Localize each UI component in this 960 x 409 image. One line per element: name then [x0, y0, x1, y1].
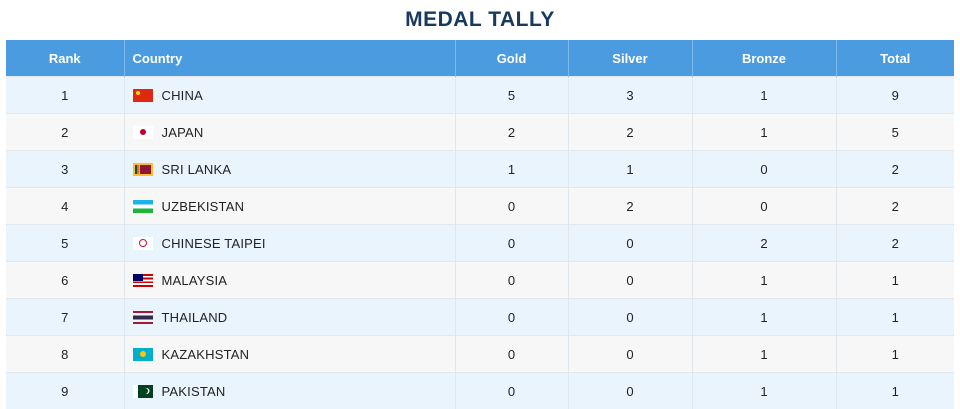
silver-cell: 1 [568, 151, 692, 188]
gold-cell: 5 [455, 77, 568, 114]
rank-cell: 5 [6, 225, 124, 262]
silver-cell: 2 [568, 188, 692, 225]
silver-cell: 2 [568, 114, 692, 151]
silver-cell: 0 [568, 336, 692, 373]
japan-flag-icon [133, 126, 153, 139]
rank-cell: 4 [6, 188, 124, 225]
thailand-flag-icon [133, 311, 153, 324]
country-cell: THAILAND [124, 299, 455, 336]
total-cell: 9 [836, 77, 954, 114]
country-cell: JAPAN [124, 114, 455, 151]
pakistan-flag-icon [133, 385, 153, 398]
bronze-cell: 0 [692, 188, 836, 225]
country-wrap: CHINA [133, 88, 455, 103]
country-cell: KAZAKHSTAN [124, 336, 455, 373]
country-name: MALAYSIA [162, 273, 228, 288]
rank-cell: 8 [6, 336, 124, 373]
total-cell: 1 [836, 373, 954, 409]
bronze-cell: 1 [692, 262, 836, 299]
gold-cell: 0 [455, 225, 568, 262]
total-cell: 5 [836, 114, 954, 151]
chinese-taipei-flag-icon [133, 237, 153, 250]
silver-cell: 0 [568, 373, 692, 409]
gold-cell: 0 [455, 262, 568, 299]
silver-cell: 3 [568, 77, 692, 114]
rank-cell: 6 [6, 262, 124, 299]
silver-cell: 0 [568, 299, 692, 336]
total-header[interactable]: Total [836, 40, 954, 77]
country-wrap: KAZAKHSTAN [133, 347, 455, 362]
country-wrap: MALAYSIA [133, 273, 455, 288]
uzbekistan-flag-icon [133, 200, 153, 213]
silver-header[interactable]: Silver [568, 40, 692, 77]
rank-cell: 9 [6, 373, 124, 409]
total-cell: 2 [836, 188, 954, 225]
country-wrap: CHINESE TAIPEI [133, 236, 455, 251]
gold-cell: 0 [455, 373, 568, 409]
country-cell: CHINA [124, 77, 455, 114]
country-wrap: UZBEKISTAN [133, 199, 455, 214]
country-name: CHINESE TAIPEI [162, 236, 266, 251]
country-cell: UZBEKISTAN [124, 188, 455, 225]
country-name: THAILAND [162, 310, 228, 325]
gold-cell: 1 [455, 151, 568, 188]
total-cell: 2 [836, 151, 954, 188]
total-cell: 1 [836, 336, 954, 373]
header-row: Rank Country Gold Silver Bronze Total [6, 40, 954, 77]
bronze-cell: 0 [692, 151, 836, 188]
country-wrap: SRI LANKA [133, 162, 455, 177]
rank-header[interactable]: Rank [6, 40, 124, 77]
silver-cell: 0 [568, 262, 692, 299]
bronze-header[interactable]: Bronze [692, 40, 836, 77]
gold-cell: 0 [455, 336, 568, 373]
kazakhstan-flag-icon [133, 348, 153, 361]
country-wrap: JAPAN [133, 125, 455, 140]
bronze-cell: 1 [692, 114, 836, 151]
country-wrap: THAILAND [133, 310, 455, 325]
rank-cell: 7 [6, 299, 124, 336]
bronze-cell: 1 [692, 336, 836, 373]
total-cell: 1 [836, 262, 954, 299]
country-name: JAPAN [162, 125, 204, 140]
gold-cell: 0 [455, 188, 568, 225]
country-name: SRI LANKA [162, 162, 232, 177]
country-header[interactable]: Country [124, 40, 455, 77]
country-cell: SRI LANKA [124, 151, 455, 188]
page-title: MEDAL TALLY [0, 0, 960, 40]
rank-cell: 1 [6, 77, 124, 114]
country-name: KAZAKHSTAN [162, 347, 250, 362]
country-cell: PAKISTAN [124, 373, 455, 409]
silver-cell: 0 [568, 225, 692, 262]
bronze-cell: 2 [692, 225, 836, 262]
bronze-cell: 1 [692, 77, 836, 114]
country-cell: MALAYSIA [124, 262, 455, 299]
gold-cell: 2 [455, 114, 568, 151]
country-name: UZBEKISTAN [162, 199, 245, 214]
china-flag-icon [133, 89, 153, 102]
rank-cell: 2 [6, 114, 124, 151]
sri-lanka-flag-icon [133, 163, 153, 176]
malaysia-flag-icon [133, 274, 153, 287]
total-cell: 2 [836, 225, 954, 262]
bronze-cell: 1 [692, 373, 836, 409]
country-wrap: PAKISTAN [133, 384, 455, 399]
country-name: PAKISTAN [162, 384, 226, 399]
rank-cell: 3 [6, 151, 124, 188]
country-cell: CHINESE TAIPEI [124, 225, 455, 262]
gold-cell: 0 [455, 299, 568, 336]
total-cell: 1 [836, 299, 954, 336]
bronze-cell: 1 [692, 299, 836, 336]
country-name: CHINA [162, 88, 203, 103]
gold-header[interactable]: Gold [455, 40, 568, 77]
